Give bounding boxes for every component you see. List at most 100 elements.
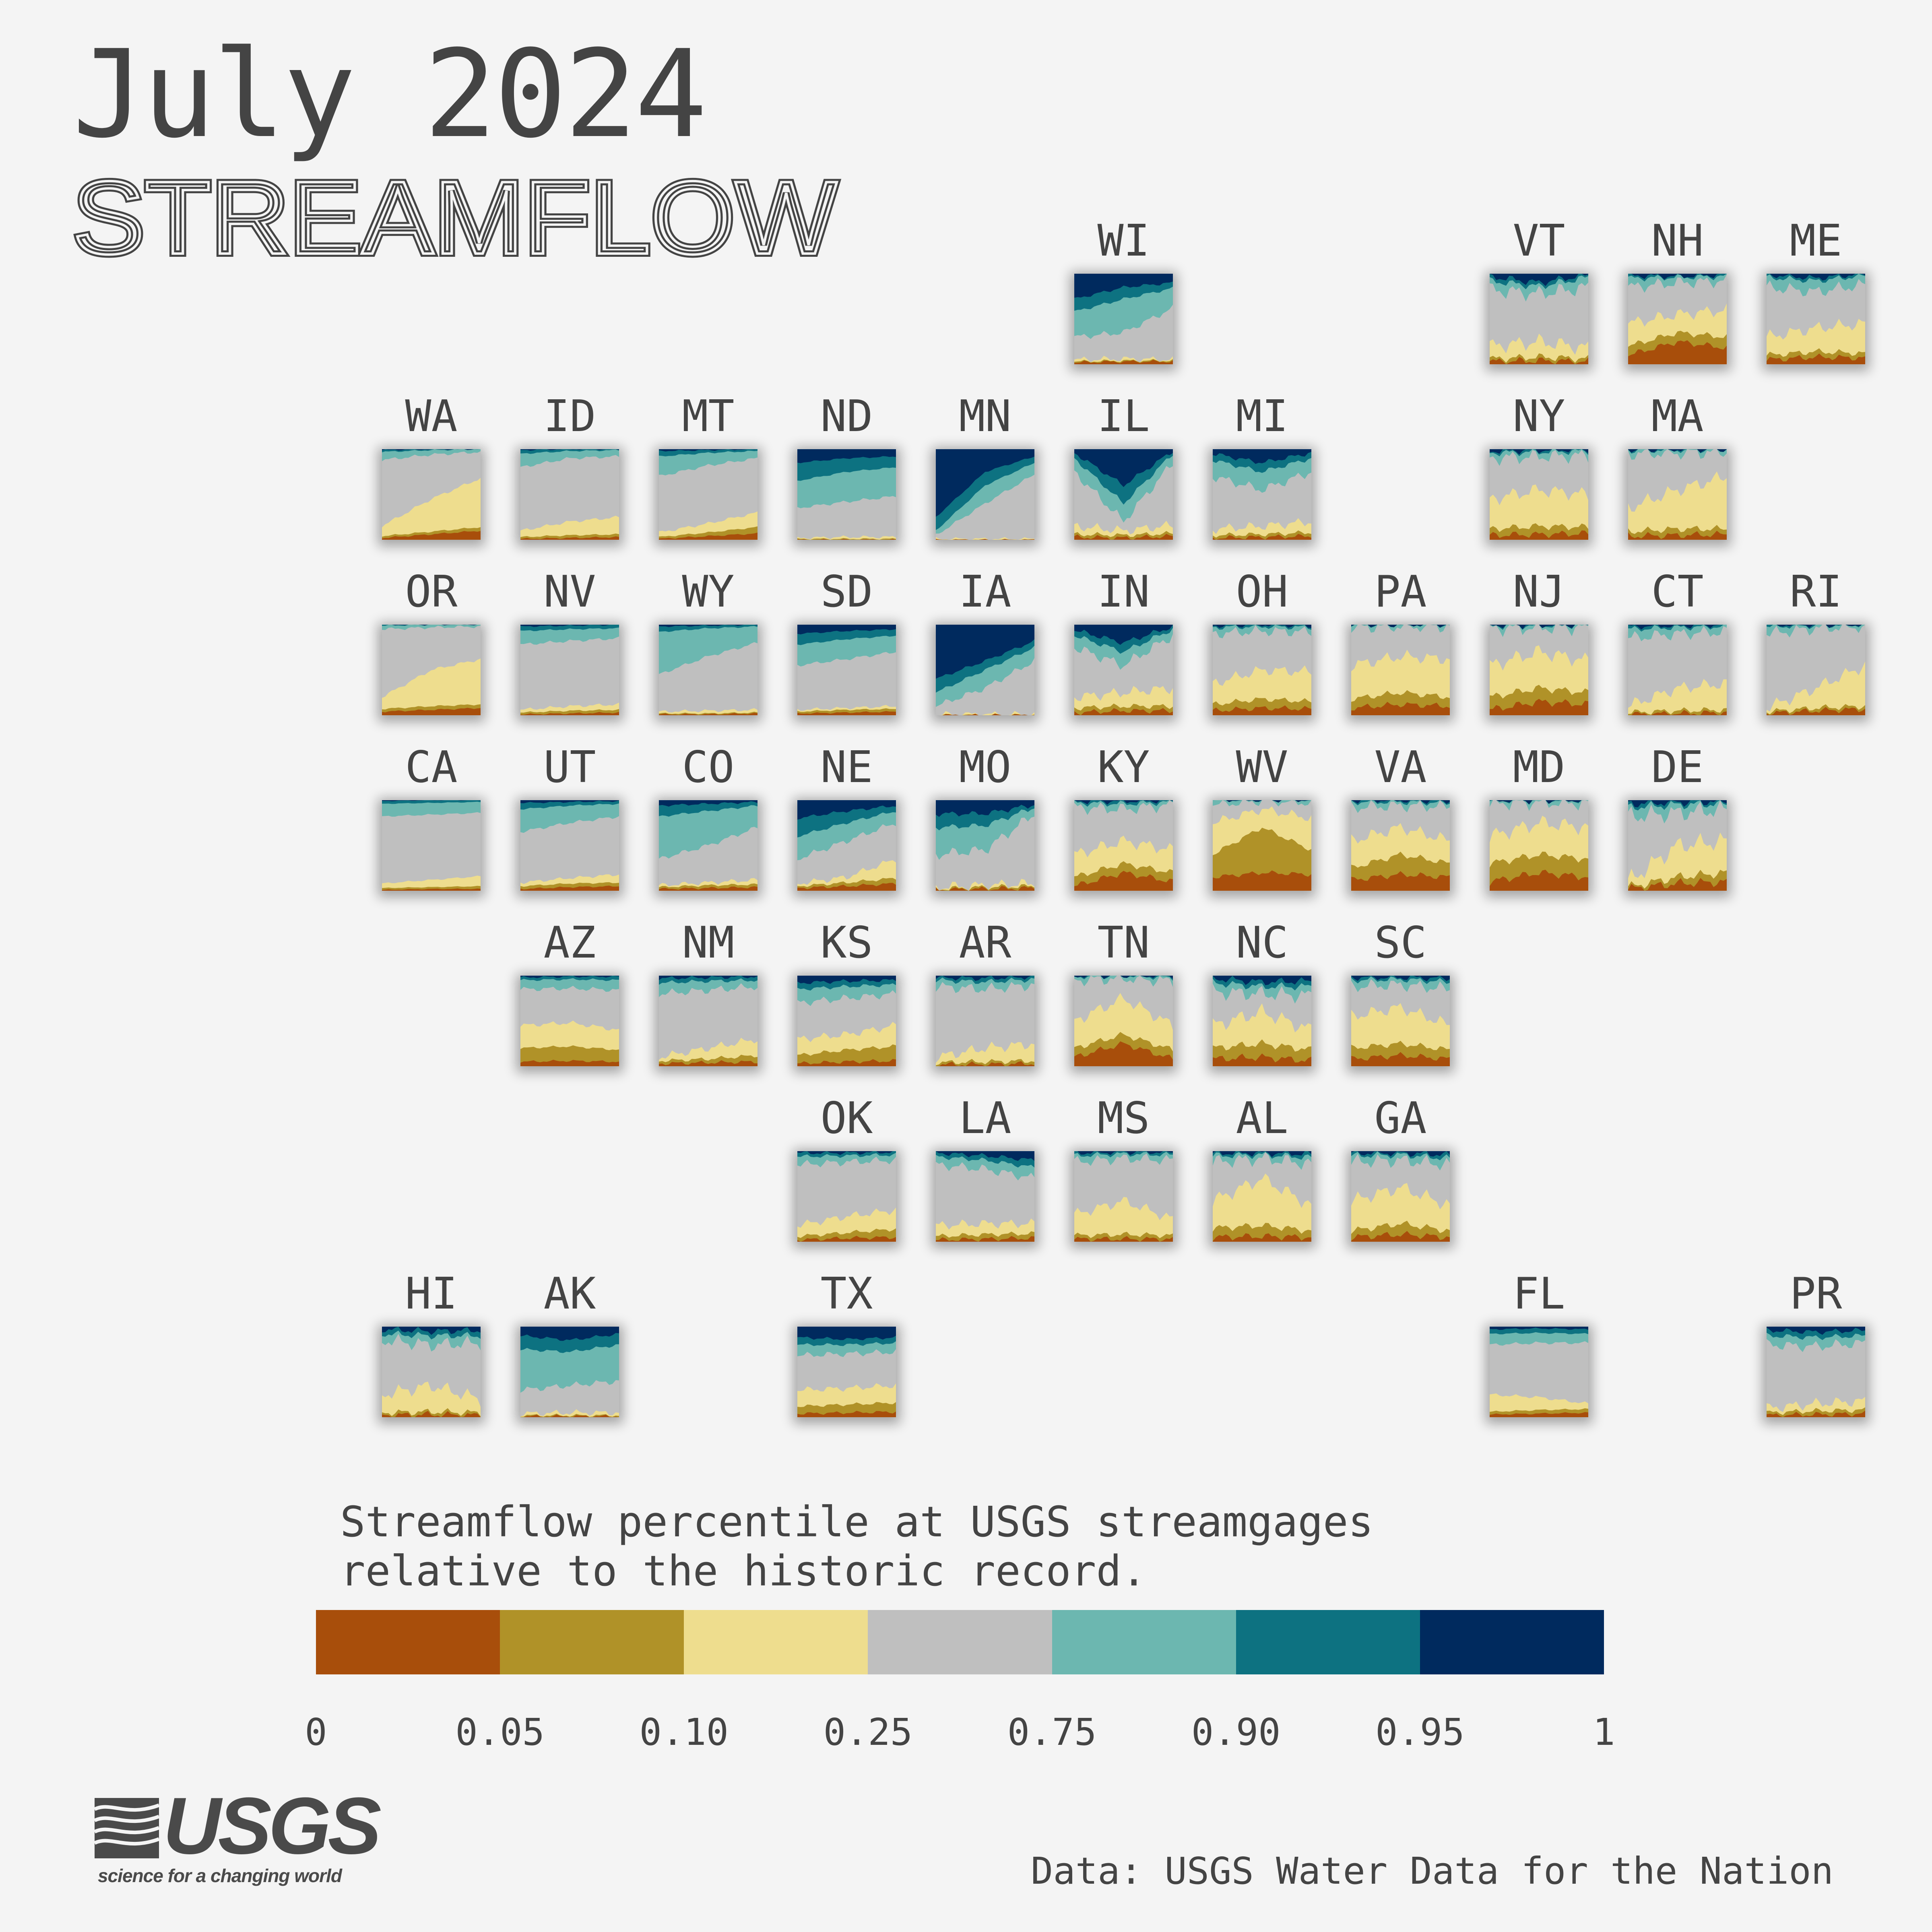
area-class-1-wv	[1213, 828, 1311, 891]
state-chart-fl	[1490, 1327, 1588, 1417]
area-class-3-mn	[936, 475, 1034, 540]
state-tile-sc	[1351, 976, 1450, 1066]
legend-swatch-0	[316, 1610, 500, 1674]
state-chart-mo	[936, 800, 1034, 891]
area-class-0-va	[1351, 871, 1450, 891]
state-label-wy: WY	[682, 567, 735, 617]
state-label-hi: HI	[405, 1269, 458, 1319]
state-tile-pa	[1351, 625, 1450, 715]
state-tile-ia	[936, 625, 1034, 715]
state-label-mt: MT	[682, 391, 735, 442]
area-class-0-ga	[1351, 1231, 1450, 1242]
state-label-nv: NV	[543, 567, 596, 617]
state-label-ga: GA	[1374, 1093, 1427, 1144]
area-class-1-ok	[797, 1228, 896, 1242]
area-class-3-ak	[520, 1380, 619, 1417]
area-class-2-in	[1074, 686, 1173, 715]
state-chart-ma	[1628, 449, 1727, 540]
state-tile-in	[1074, 625, 1173, 715]
area-class-3-nd	[797, 496, 896, 540]
state-label-co: CO	[682, 742, 735, 793]
state-label-la: LA	[959, 1093, 1011, 1144]
state-label-ar: AR	[959, 918, 1011, 968]
area-class-0-tx	[797, 1411, 896, 1417]
state-tile-co	[659, 800, 758, 891]
state-label-pr: PR	[1790, 1269, 1842, 1319]
state-chart-al	[1213, 1151, 1311, 1242]
state-tile-nv	[520, 625, 619, 715]
area-class-1-ar	[936, 1059, 1034, 1066]
area-class-2-ms	[1074, 1197, 1173, 1242]
state-chart-ga	[1351, 1151, 1450, 1242]
area-class-0-il	[1074, 534, 1173, 540]
area-class-0-mo	[936, 886, 1034, 891]
state-tile-mt	[659, 449, 758, 540]
state-tile-mi	[1213, 449, 1311, 540]
state-tile-ms	[1074, 1151, 1173, 1242]
state-label-fl: FL	[1513, 1269, 1565, 1319]
state-label-il: IL	[1097, 391, 1150, 442]
area-class-2-hi	[382, 1381, 481, 1417]
legend-caption-line1: Streamflow percentile at USGS streamgage…	[340, 1497, 1374, 1546]
area-class-0-ne	[797, 883, 896, 891]
state-tile-me	[1767, 274, 1865, 364]
state-label-ma: MA	[1651, 391, 1704, 442]
state-chart-hi	[382, 1327, 481, 1417]
state-label-md: MD	[1513, 742, 1565, 793]
area-class-0-ky	[1074, 871, 1173, 891]
state-tile-oh	[1213, 625, 1311, 715]
state-label-vt: VT	[1513, 216, 1565, 266]
area-class-0-nc	[1213, 1053, 1311, 1066]
area-class-2-ri	[1767, 661, 1865, 715]
state-tile-nd	[797, 449, 896, 540]
area-class-0-mn	[936, 539, 1034, 540]
state-chart-nc	[1213, 976, 1311, 1066]
area-class-3-ca	[382, 812, 481, 891]
state-label-ms: MS	[1097, 1093, 1150, 1144]
state-chart-ne	[797, 800, 896, 891]
state-label-ak: AK	[543, 1269, 596, 1319]
state-chart-ky	[1074, 800, 1173, 891]
area-class-0-in	[1074, 708, 1173, 715]
state-chart-wv	[1213, 800, 1311, 891]
state-label-ok: OK	[820, 1093, 873, 1144]
area-class-0-ct	[1628, 710, 1727, 715]
state-chart-wa	[382, 449, 481, 540]
area-class-0-oh	[1213, 705, 1311, 715]
state-tile-nc	[1213, 976, 1311, 1066]
area-class-0-ca	[382, 888, 481, 891]
state-chart-ca	[382, 800, 481, 891]
legend-tick-label: 0.95	[1375, 1711, 1465, 1754]
area-class-0-nj	[1490, 699, 1588, 715]
state-tile-nh	[1628, 274, 1727, 364]
state-tile-ok	[797, 1151, 896, 1242]
title-month: July 2024	[72, 24, 708, 165]
area-class-3-il	[1074, 466, 1173, 540]
area-class-0-ut	[520, 886, 619, 891]
state-tile-il	[1074, 449, 1173, 540]
state-tile-hi	[382, 1327, 481, 1417]
state-label-nh: NH	[1651, 216, 1704, 266]
state-chart-pa	[1351, 625, 1450, 715]
state-chart-mi	[1213, 449, 1311, 540]
title-streamflow-text: STREAMFLOW	[72, 159, 838, 276]
state-label-tx: TX	[820, 1269, 873, 1319]
legend-swatch-2	[684, 1610, 868, 1674]
state-tile-md	[1490, 800, 1588, 891]
state-label-wa: WA	[405, 391, 458, 442]
state-chart-wi	[1074, 274, 1173, 364]
legend-color-bar	[316, 1610, 1604, 1674]
area-class-3-ia	[936, 658, 1034, 715]
area-class-0-ms	[1074, 1236, 1173, 1242]
state-label-ks: KS	[820, 918, 873, 968]
state-tile-wi	[1074, 274, 1173, 364]
state-tile-nj	[1490, 625, 1588, 715]
state-label-id: ID	[543, 391, 596, 442]
area-class-0-nd	[797, 539, 896, 540]
state-chart-la	[936, 1151, 1034, 1242]
state-tile-vt	[1490, 274, 1588, 364]
state-tile-ky	[1074, 800, 1173, 891]
state-tile-ak	[520, 1327, 619, 1417]
area-class-1-in	[1074, 703, 1173, 715]
